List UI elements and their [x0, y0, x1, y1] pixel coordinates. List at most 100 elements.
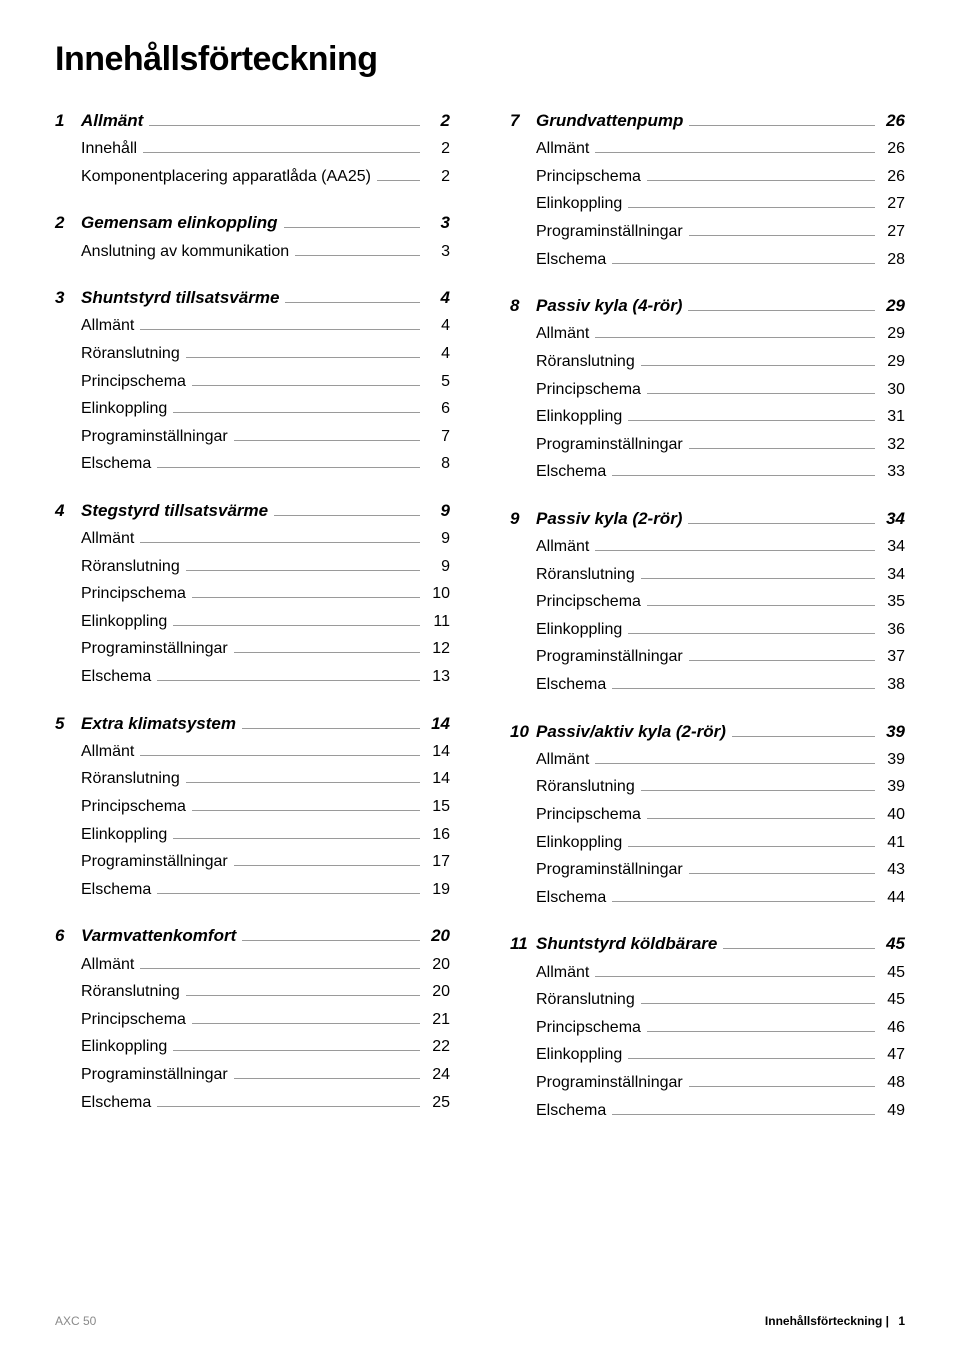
toc-entry-row[interactable]: .Allmänt29	[510, 319, 905, 347]
toc-right-column: 7Grundvattenpump26.Allmänt26.Principsche…	[510, 107, 905, 1143]
entry-label: Programinställningar	[536, 644, 683, 670]
entry-page: 30	[881, 377, 905, 403]
entry-page: 40	[881, 802, 905, 828]
toc-chapter-row[interactable]: 8Passiv kyla (4-rör)29	[510, 292, 905, 319]
toc-entry-row[interactable]: .Innehåll2	[55, 134, 450, 162]
toc-entry-row[interactable]: .Röranslutning29	[510, 347, 905, 375]
toc-entry-row[interactable]: .Elinkoppling22	[55, 1032, 450, 1060]
leader-line	[628, 207, 875, 208]
entry-label: Röranslutning	[536, 562, 635, 588]
chapter-number: 3	[55, 284, 81, 311]
toc-entry-row[interactable]: .Principschema21	[55, 1005, 450, 1033]
chapter-page: 20	[426, 922, 450, 949]
toc-chapter-row[interactable]: 11Shuntstyrd köldbärare45	[510, 930, 905, 957]
toc-entry-row[interactable]: .Elinkoppling31	[510, 402, 905, 430]
toc-entry-row[interactable]: .Principschema35	[510, 587, 905, 615]
toc-entry-row[interactable]: .Röranslutning34	[510, 560, 905, 588]
entry-page: 26	[881, 136, 905, 162]
toc-chapter-row[interactable]: 4Stegstyrd tillsatsvärme9	[55, 497, 450, 524]
toc-entry-row[interactable]: .Allmänt34	[510, 532, 905, 560]
leader-line	[173, 625, 420, 626]
entry-page: 2	[426, 164, 450, 190]
toc-entry-row[interactable]: .Elschema13	[55, 662, 450, 690]
toc-entry-row[interactable]: .Allmänt14	[55, 737, 450, 765]
entry-label: Elschema	[536, 1098, 606, 1124]
toc-entry-row[interactable]: .Programinställningar24	[55, 1060, 450, 1088]
leader-line	[647, 1031, 875, 1032]
toc-entry-row[interactable]: .Allmänt4	[55, 311, 450, 339]
toc-entry-row[interactable]: .Elschema38	[510, 670, 905, 698]
toc-entry-row[interactable]: .Elinkoppling36	[510, 615, 905, 643]
entry-label: Röranslutning	[536, 987, 635, 1013]
entry-page: 4	[426, 341, 450, 367]
toc-entry-row[interactable]: .Elschema49	[510, 1096, 905, 1124]
toc-entry-row[interactable]: .Elschema28	[510, 245, 905, 273]
toc-entry-row[interactable]: .Elschema19	[55, 875, 450, 903]
toc-entry-row[interactable]: .Programinställningar12	[55, 634, 450, 662]
entry-label: Elschema	[81, 451, 151, 477]
entry-page: 45	[881, 987, 905, 1013]
toc-section: 2Gemensam elinkoppling3.Anslutning av ko…	[55, 209, 450, 264]
toc-entry-row[interactable]: .Principschema40	[510, 800, 905, 828]
toc-entry-row[interactable]: .Allmänt39	[510, 745, 905, 773]
toc-entry-row[interactable]: .Principschema26	[510, 162, 905, 190]
toc-chapter-row[interactable]: 10Passiv/aktiv kyla (2-rör)39	[510, 718, 905, 745]
toc-chapter-row[interactable]: 9Passiv kyla (2-rör)34	[510, 505, 905, 532]
toc-chapter-row[interactable]: 3Shuntstyrd tillsatsvärme4	[55, 284, 450, 311]
toc-entry-row[interactable]: .Allmänt20	[55, 950, 450, 978]
toc-entry-row[interactable]: .Röranslutning14	[55, 764, 450, 792]
leader-line	[641, 365, 875, 366]
toc-entry-row[interactable]: .Elinkoppling47	[510, 1040, 905, 1068]
toc-entry-row[interactable]: .Elinkoppling27	[510, 189, 905, 217]
toc-entry-row[interactable]: .Elschema44	[510, 883, 905, 911]
toc-entry-row[interactable]: .Röranslutning20	[55, 977, 450, 1005]
chapter-page: 34	[881, 505, 905, 532]
toc-entry-row[interactable]: .Elschema8	[55, 449, 450, 477]
toc-entry-row[interactable]: .Allmänt9	[55, 524, 450, 552]
toc-entry-row[interactable]: .Programinställningar43	[510, 855, 905, 883]
toc-entry-row[interactable]: .Röranslutning45	[510, 985, 905, 1013]
chapter-page: 4	[426, 284, 450, 311]
toc-entry-row[interactable]: .Principschema5	[55, 367, 450, 395]
toc-entry-row[interactable]: .Elinkoppling6	[55, 394, 450, 422]
toc-entry-row[interactable]: .Röranslutning9	[55, 552, 450, 580]
toc-entry-row[interactable]: .Elinkoppling11	[55, 607, 450, 635]
toc-chapter-row[interactable]: 1Allmänt2	[55, 107, 450, 134]
entry-label: Elinkoppling	[536, 191, 622, 217]
leader-line	[234, 865, 420, 866]
chapter-number: 2	[55, 209, 81, 236]
toc-entry-row[interactable]: .Röranslutning39	[510, 772, 905, 800]
toc-entry-row[interactable]: .Programinställningar7	[55, 422, 450, 450]
toc-entry-row[interactable]: .Röranslutning4	[55, 339, 450, 367]
toc-entry-row[interactable]: .Komponentplacering apparatlåda (AA25)2	[55, 162, 450, 190]
toc-entry-row[interactable]: .Allmänt26	[510, 134, 905, 162]
toc-entry-row[interactable]: .Elinkoppling41	[510, 828, 905, 856]
toc-entry-row[interactable]: .Programinställningar32	[510, 430, 905, 458]
toc-entry-row[interactable]: .Principschema30	[510, 375, 905, 403]
toc-entry-row[interactable]: .Elinkoppling16	[55, 820, 450, 848]
toc-entry-row[interactable]: .Allmänt45	[510, 958, 905, 986]
leader-line	[647, 818, 875, 819]
toc-entry-row[interactable]: .Programinställningar37	[510, 642, 905, 670]
toc-entry-row[interactable]: .Principschema15	[55, 792, 450, 820]
toc-entry-row[interactable]: .Elschema33	[510, 457, 905, 485]
entry-page: 37	[881, 644, 905, 670]
toc-chapter-row[interactable]: 5Extra klimatsystem14	[55, 710, 450, 737]
entry-page: 7	[426, 424, 450, 450]
entry-label: Elschema	[536, 885, 606, 911]
entry-label: Elschema	[81, 664, 151, 690]
leader-line	[157, 680, 420, 681]
leader-line	[688, 523, 875, 524]
toc-entry-row[interactable]: .Principschema46	[510, 1013, 905, 1041]
toc-entry-row[interactable]: .Programinställningar27	[510, 217, 905, 245]
leader-line	[628, 846, 875, 847]
toc-entry-row[interactable]: .Programinställningar48	[510, 1068, 905, 1096]
toc-chapter-row[interactable]: 7Grundvattenpump26	[510, 107, 905, 134]
toc-chapter-row[interactable]: 6Varmvattenkomfort20	[55, 922, 450, 949]
leader-line	[157, 893, 420, 894]
toc-chapter-row[interactable]: 2Gemensam elinkoppling3	[55, 209, 450, 236]
toc-entry-row[interactable]: .Principschema10	[55, 579, 450, 607]
toc-entry-row[interactable]: .Elschema25	[55, 1088, 450, 1116]
toc-entry-row[interactable]: .Anslutning av kommunikation3	[55, 237, 450, 265]
toc-entry-row[interactable]: .Programinställningar17	[55, 847, 450, 875]
